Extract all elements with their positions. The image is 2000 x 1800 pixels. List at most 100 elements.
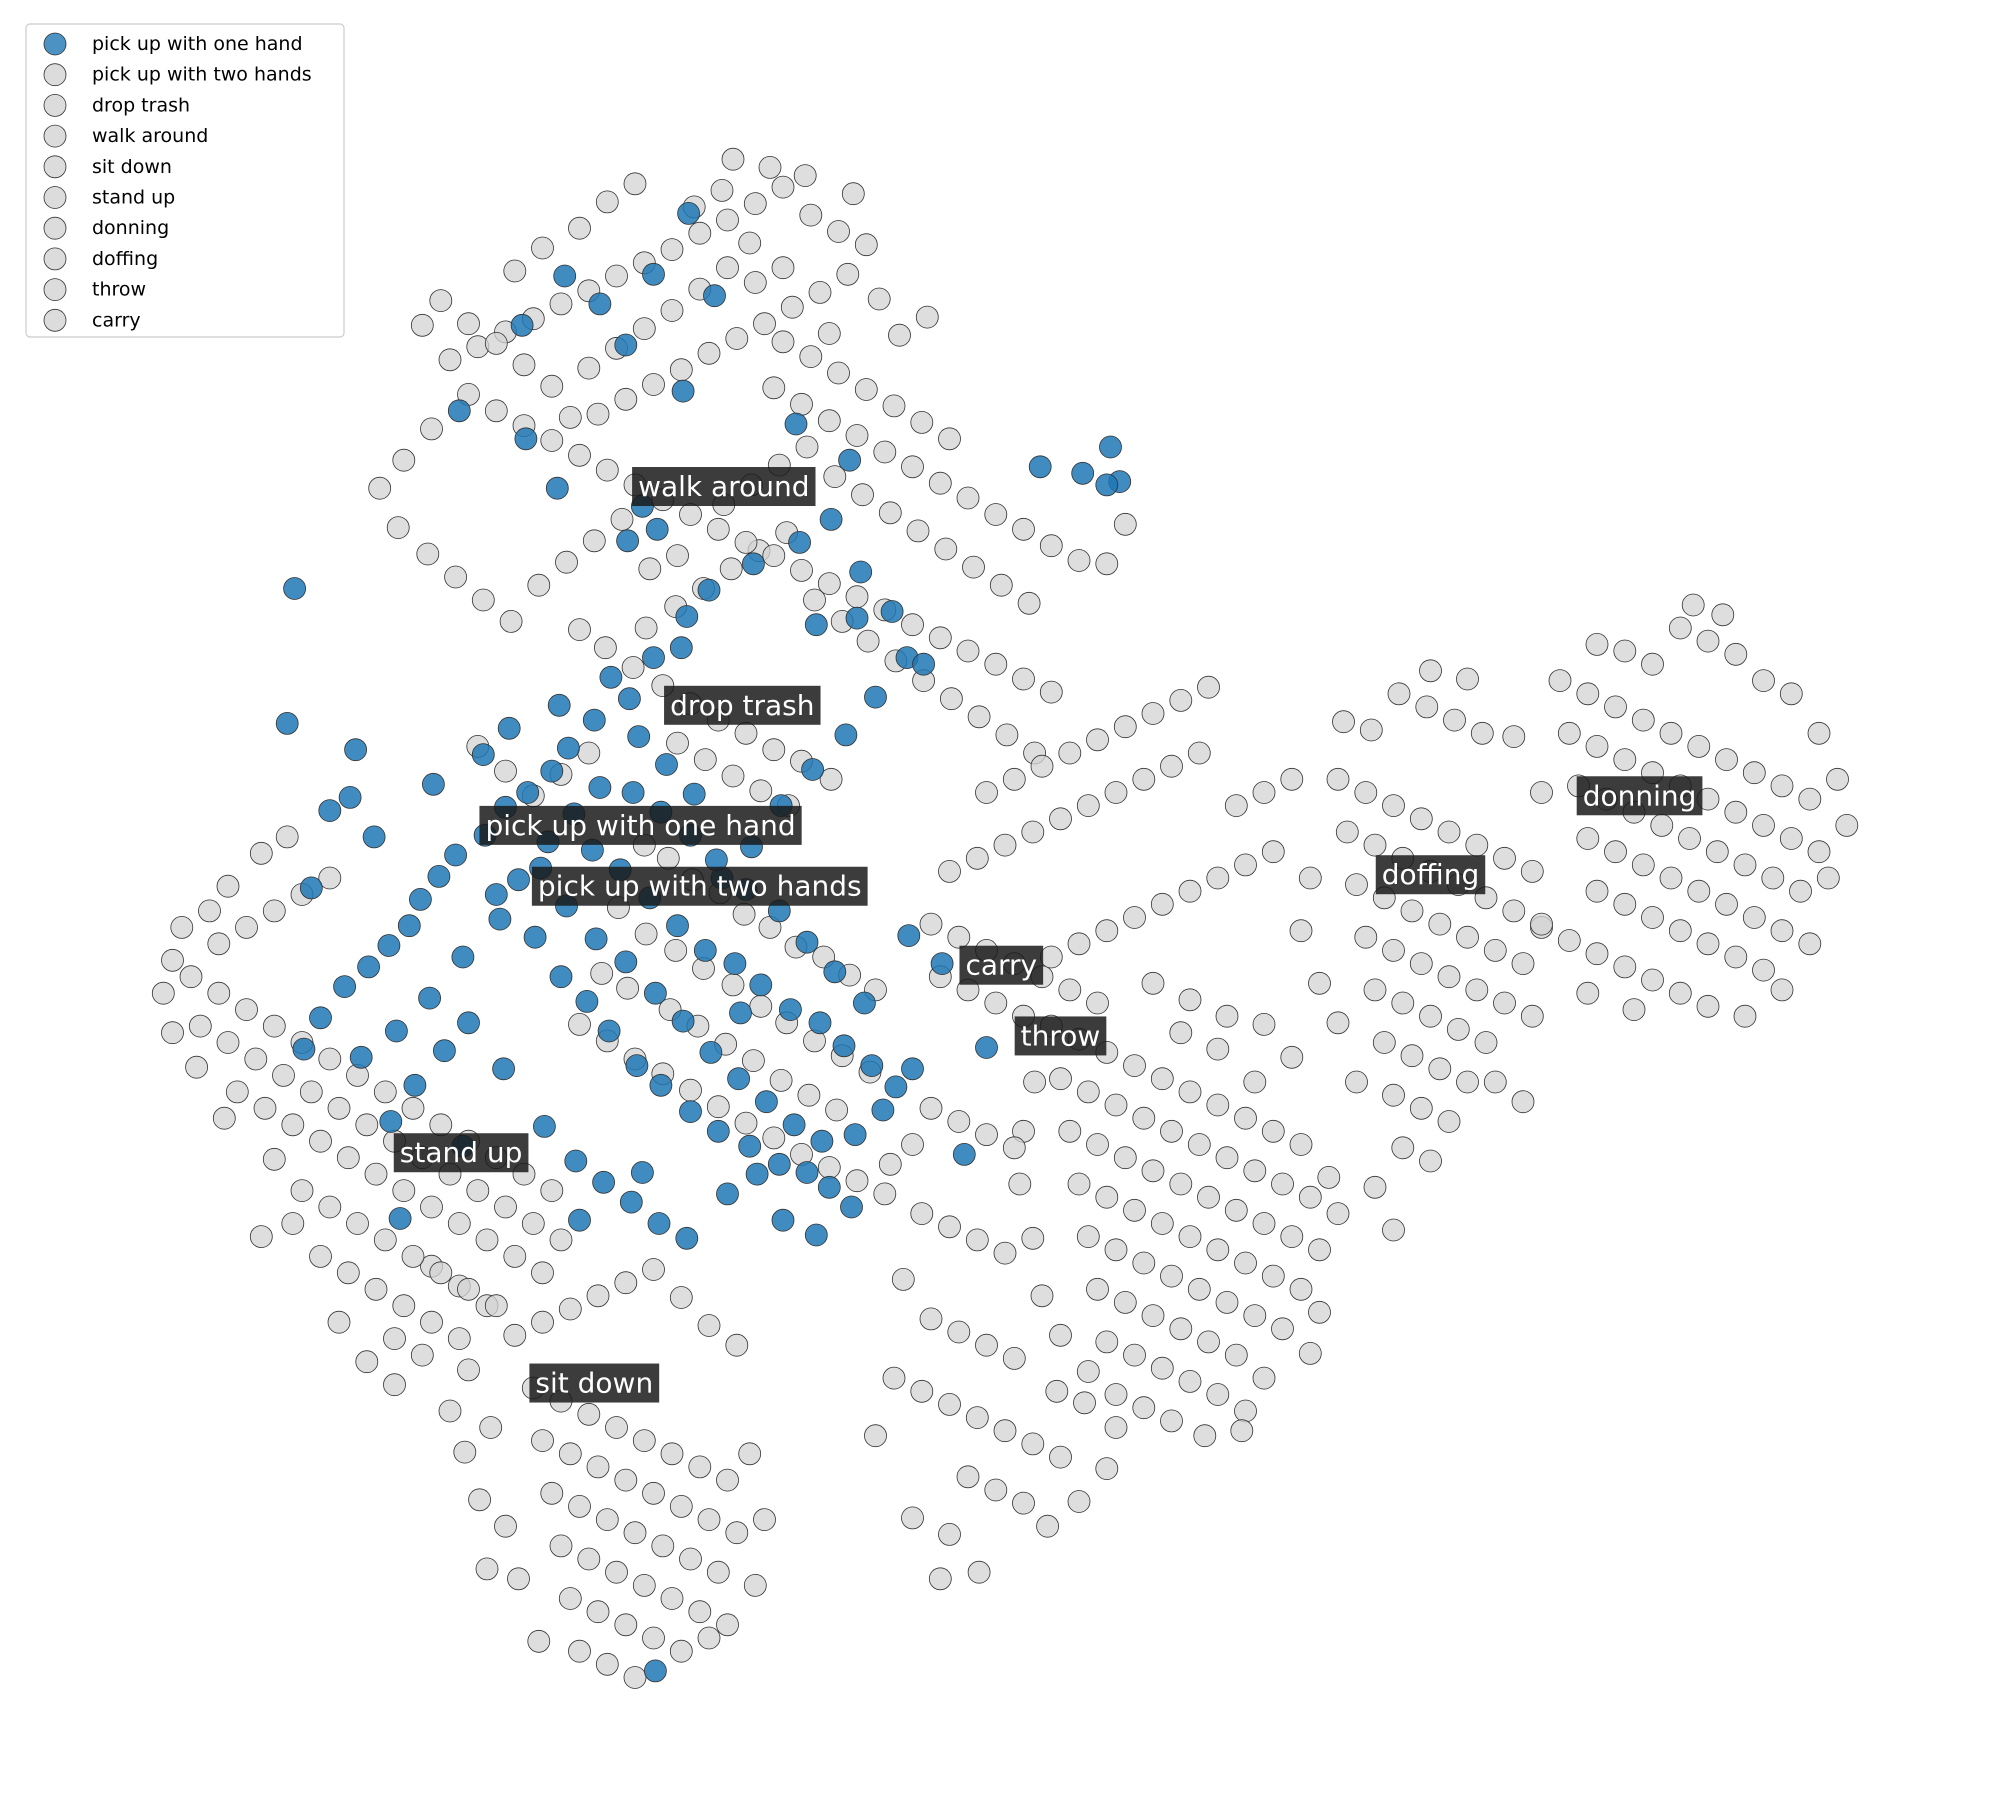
scatter-point — [1206, 1238, 1230, 1262]
scatter-point — [1104, 1416, 1128, 1439]
scatter-point — [1095, 1457, 1119, 1480]
scatter-point — [584, 927, 608, 951]
scatter-point — [588, 776, 612, 799]
scatter-point — [901, 1133, 924, 1156]
scatter-point — [1752, 958, 1775, 982]
legend-label: doffing — [92, 248, 158, 270]
scatter-point — [666, 914, 689, 938]
scatter-point — [521, 1212, 545, 1235]
scatter-point — [860, 1054, 884, 1077]
scatter-point — [1326, 1202, 1350, 1225]
scatter-point — [1437, 1110, 1461, 1133]
series-donning — [1530, 593, 1859, 1028]
scatter-point — [745, 1162, 769, 1186]
scatter-point — [494, 759, 517, 783]
cluster-label-pick-up-with-two-hands: pick up with two hands — [531, 866, 868, 906]
scatter-point — [249, 1225, 273, 1248]
scatter-point — [1502, 899, 1526, 923]
scatter-point — [1363, 1175, 1387, 1199]
scatter-point — [272, 1064, 295, 1087]
cluster-label-box — [529, 1363, 660, 1403]
scatter-point — [871, 1098, 895, 1122]
scatter-point — [523, 925, 547, 949]
scatter-point — [817, 1175, 841, 1199]
scatter-point — [697, 1626, 721, 1650]
scatter-point — [577, 1547, 601, 1571]
scatter-point — [388, 1207, 412, 1230]
scatter-point — [249, 841, 273, 865]
scatter-point — [729, 1001, 752, 1025]
scatter-point — [851, 483, 874, 507]
scatter-point — [1187, 741, 1211, 765]
scatter-point — [1419, 1149, 1442, 1173]
scatter-point — [780, 295, 804, 319]
cluster-label-box — [959, 945, 1044, 985]
scatter-point — [614, 1613, 638, 1637]
scatter-point — [703, 284, 726, 308]
scatter-point — [1206, 866, 1230, 890]
scatter-point — [357, 955, 381, 979]
scatter-point — [564, 1149, 588, 1173]
scatter-point — [618, 687, 641, 711]
scatter-point — [1021, 820, 1045, 844]
scatter-point — [919, 1096, 943, 1120]
scatter-point — [1585, 735, 1609, 758]
scatter-point — [742, 552, 765, 576]
scatter-point — [790, 392, 813, 416]
scatter-point — [1123, 906, 1146, 929]
scatter-point — [1576, 981, 1600, 1005]
scatter-point — [956, 1465, 980, 1489]
scatter-point — [1742, 761, 1766, 785]
scatter-point — [1696, 932, 1720, 956]
scatter-point — [854, 378, 878, 401]
scatter-point — [595, 190, 619, 214]
scatter-point — [660, 1587, 684, 1610]
scatter-point — [1770, 978, 1794, 1002]
scatter-point — [1076, 1225, 1100, 1248]
scatter-point — [429, 1261, 453, 1285]
legend-marker — [43, 216, 67, 240]
scatter-point — [1409, 807, 1433, 831]
scatter-point — [1493, 991, 1516, 1015]
scatter-point — [225, 1080, 249, 1104]
scatter-point — [420, 417, 443, 441]
scatter-point — [706, 517, 730, 541]
scatter-point — [429, 1113, 453, 1137]
scatter-point — [1076, 1360, 1100, 1383]
scatter-point — [930, 952, 954, 975]
scatter-point — [693, 939, 717, 962]
scatter-point — [616, 976, 639, 1000]
scatter-point — [262, 1014, 286, 1038]
cluster-label-box — [393, 1133, 529, 1173]
legend-item-stand-up: stand up — [43, 186, 175, 209]
scatter-point — [817, 572, 841, 595]
scatter-point — [1511, 1090, 1535, 1114]
scatter-point — [421, 772, 445, 796]
scatter-point — [1465, 978, 1489, 1002]
scatter-point — [1752, 814, 1775, 837]
scatter-point — [1243, 1070, 1267, 1094]
scatter-point — [373, 1228, 397, 1252]
scatter-point — [721, 764, 745, 788]
scatter-point — [558, 405, 582, 429]
legend-item-doffing: doffing — [43, 247, 158, 271]
scatter-point — [1668, 616, 1692, 640]
scatter-point — [1252, 781, 1276, 804]
scatter-point — [547, 693, 571, 717]
cluster-label-sit-down: sit down — [529, 1363, 660, 1403]
scatter-point — [568, 1013, 591, 1036]
scatter-point — [788, 531, 811, 554]
scatter-point — [706, 1119, 730, 1143]
scatter-point — [1017, 591, 1041, 615]
scatter-point — [679, 1547, 702, 1571]
scatter-point — [475, 1228, 499, 1252]
legend-marker — [43, 63, 67, 87]
scatter-point — [906, 519, 930, 543]
scatter-point — [318, 799, 342, 822]
scatter-point — [688, 1455, 712, 1479]
legend-label: drop trash — [92, 94, 190, 116]
scatter-point — [531, 1310, 554, 1334]
scatter-point — [410, 313, 434, 337]
legend-label: walk around — [92, 125, 208, 147]
